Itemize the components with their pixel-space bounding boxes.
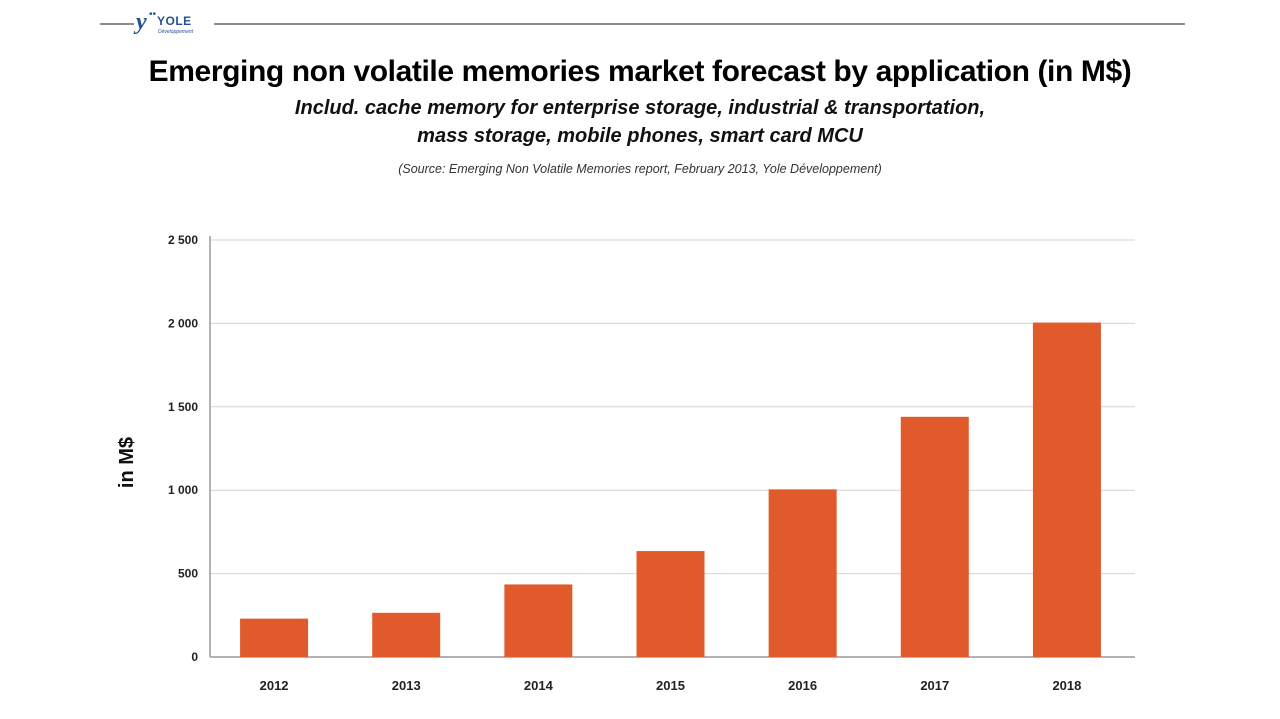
x-tick-label: 2014 (524, 678, 554, 693)
x-tick-label: 2015 (656, 678, 685, 693)
x-tick-label: 2017 (920, 678, 949, 693)
x-tick-label: 2012 (260, 678, 289, 693)
chart-subtitle-line-1: Includ. cache memory for enterprise stor… (294, 97, 986, 119)
y-tick-label: 1 000 (168, 483, 198, 497)
y-axis-label: in M$ (116, 437, 138, 488)
y-tick-label: 2 000 (168, 316, 198, 330)
y-tick-label: 1 500 (168, 400, 198, 414)
yole-logo: y •• YOLE Développement (134, 6, 214, 46)
bar-2012 (240, 618, 309, 657)
x-tick-label: 2018 (1052, 678, 1081, 693)
y-tick-label: 500 (178, 567, 198, 581)
y-tick-label: 0 (191, 650, 198, 664)
bar-2014 (504, 584, 573, 657)
x-tick-label: 2016 (788, 678, 817, 693)
yole-logo-dots: •• (149, 9, 157, 20)
chart-source-note: (Source: Emerging Non Volatile Memories … (398, 162, 882, 176)
chart-title: Emerging non volatile memories market fo… (148, 55, 1132, 88)
yole-logo-subtitle: Développement (158, 29, 194, 35)
yole-logo-name: YOLE (157, 14, 192, 28)
header-rule (100, 23, 1185, 25)
yole-logo-mark: y (136, 9, 147, 35)
bar-2016 (768, 489, 837, 657)
bar-2013 (372, 612, 441, 657)
bar-2017 (900, 416, 969, 657)
bar-2015 (636, 551, 705, 657)
x-tick-label: 2013 (392, 678, 421, 693)
chart-subtitle-line-2: mass storage, mobile phones, smart card … (417, 125, 863, 147)
y-tick-label: 2 500 (168, 233, 198, 247)
bar-2018 (1032, 322, 1101, 657)
